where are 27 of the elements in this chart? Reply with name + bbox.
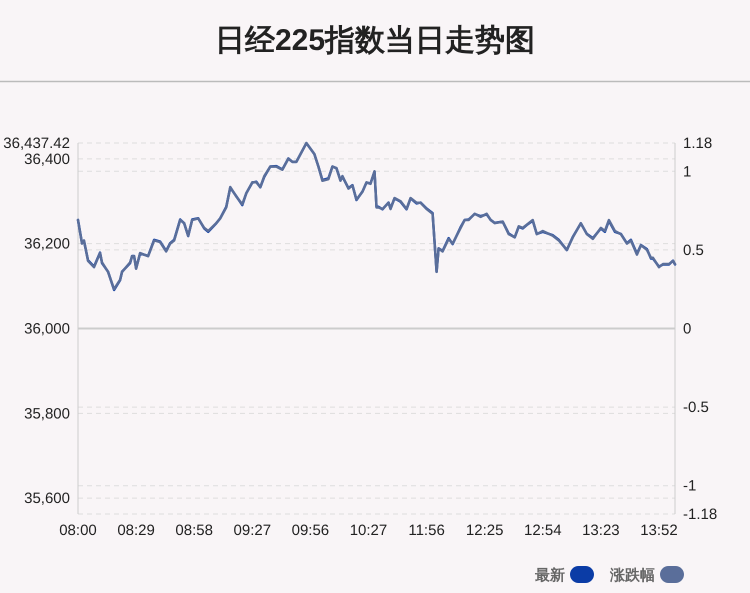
x-tick-label: 09:27 xyxy=(234,522,272,539)
legend-label: 涨跌幅 xyxy=(609,567,655,584)
title: 日经225指数当日走势图 xyxy=(214,24,536,57)
x-tick-label: 13:23 xyxy=(582,522,620,539)
y-tick-label: 35,600 xyxy=(24,490,70,508)
y-tick-label: 36,000 xyxy=(24,320,70,338)
y-tick-label: 36,200 xyxy=(24,236,70,253)
x-tick-label: 12:25 xyxy=(466,522,504,539)
x-tick-label: 13:52 xyxy=(640,522,678,539)
x-tick-label: 11:56 xyxy=(408,522,445,539)
y2-tick-label: 0.5 xyxy=(683,242,704,259)
y-tick-label: 35,800 xyxy=(24,405,70,422)
legend-label: 最新 xyxy=(534,566,565,584)
x-tick-label: 10:27 xyxy=(350,522,388,539)
y2-tick-label: 0 xyxy=(683,320,692,338)
x-tick-label: 12:54 xyxy=(524,522,562,539)
x-tick-label: 08:00 xyxy=(59,522,97,539)
y2-tick-label: 1.18 xyxy=(683,135,712,152)
x-tick-label: 08:58 xyxy=(175,522,213,539)
x-tick-label: 08:29 xyxy=(117,522,155,539)
y-tick-label: 36,400 xyxy=(24,150,70,168)
y2-tick-label: -1.18 xyxy=(683,506,718,523)
y2-tick-label: 1 xyxy=(683,163,692,180)
x-tick-label: 09:56 xyxy=(292,522,330,539)
y2-tick-label: -0.5 xyxy=(683,399,709,416)
y-tick-label: 36,437.42 xyxy=(3,135,70,152)
y2-tick-label: -1 xyxy=(683,478,696,495)
